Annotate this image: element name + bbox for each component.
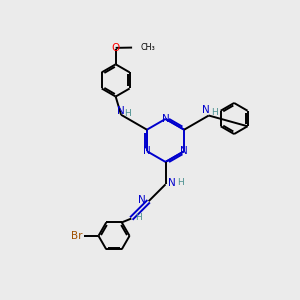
- Text: N: N: [143, 146, 151, 156]
- Text: H: H: [124, 109, 131, 118]
- Text: N: N: [162, 114, 170, 124]
- Text: N: N: [117, 106, 124, 116]
- Text: N: N: [138, 195, 146, 205]
- Text: H: H: [177, 178, 184, 187]
- Text: N: N: [180, 146, 188, 156]
- Text: N: N: [202, 105, 210, 115]
- Text: N: N: [168, 178, 176, 188]
- Text: Br: Br: [71, 231, 82, 241]
- Text: H: H: [211, 108, 218, 117]
- Text: H: H: [135, 213, 142, 222]
- Text: O: O: [112, 43, 120, 52]
- Text: CH₃: CH₃: [140, 43, 155, 52]
